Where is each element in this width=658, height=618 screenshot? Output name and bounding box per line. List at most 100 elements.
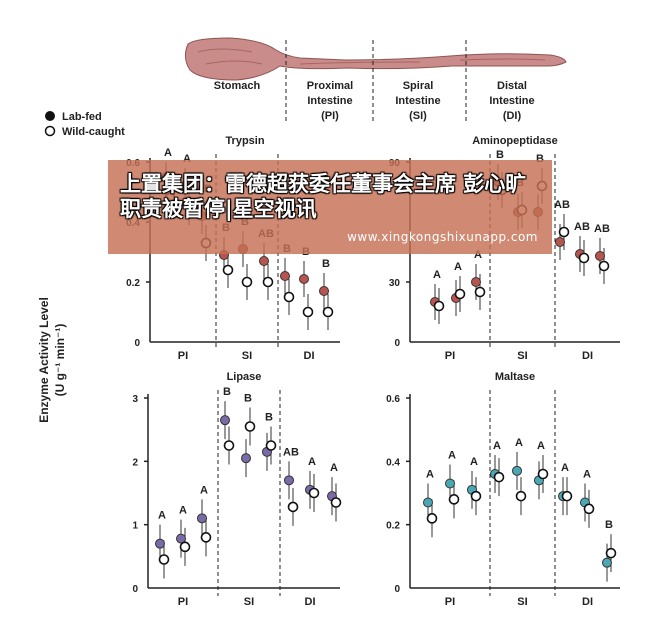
panel-title: Aminopeptidase [472,135,558,147]
data-point-wild [283,291,295,303]
data-point-wild [265,440,277,451]
data-point-wild [558,226,570,238]
data-point-wild [244,421,256,432]
x-tick-label: DI [582,596,593,608]
data-point-wild [262,276,274,288]
y-tick-label: 0.2 [126,278,140,289]
data-point-lab [280,271,290,281]
data-point-lab [471,277,481,287]
region-label-si-2: Intestine [395,95,440,107]
data-point-wild [448,494,460,505]
significance-letter: A [515,437,523,449]
data-point-lab [423,497,433,508]
x-tick-label: DI [305,596,316,608]
y-tick-label: 0 [394,584,400,595]
data-point-wild [454,288,466,300]
legend-marker-lab [45,111,55,121]
legend-label-lab: Lab-fed [62,111,102,123]
region-label-di-1: Distal [497,80,527,92]
significance-letter: A [474,249,482,261]
data-point-wild [605,547,617,559]
data-point-wild [200,532,212,543]
significance-letter: A [561,462,569,474]
significance-letter: AB [594,223,610,235]
panel-title: Maltase [495,371,535,383]
x-tick-label: PI [445,596,455,608]
data-point-wild [433,300,445,312]
significance-letter: A [330,462,338,474]
significance-letter: B [605,519,613,531]
data-point-wild [561,490,573,502]
significance-letter: A [493,440,501,452]
data-point-wild [223,440,235,451]
data-point-wild [222,264,234,276]
data-point-wild [308,487,320,499]
significance-letter: A [433,269,441,281]
data-point-lab [284,475,294,486]
y-axis-label-line1: Enzyme Activity Level [37,297,51,423]
y-tick-label: 30 [389,278,401,289]
significance-letter: A [179,505,187,517]
data-point-wild [537,468,549,480]
data-point-lab [197,513,207,524]
panel-title: Trypsin [225,135,264,147]
data-point-lab [241,453,251,464]
news-banner-overlay[interactable]: 上置集团：雷德超获委任董事会主席 彭心旷职责被暂停|星空视讯 www.xingk… [108,160,552,254]
significance-letter: A [183,153,191,165]
significance-letter: A [537,440,545,452]
data-point-lab [176,533,186,544]
significance-letter: A [164,147,172,159]
region-label-pi-1: Proximal [307,80,353,92]
data-point-wild [287,501,299,513]
y-tick-label: 0.4 [386,457,400,468]
data-point-wild [493,471,505,483]
y-tick-label: 1 [132,521,138,532]
y-axis-label-line2: (U g⁻¹ min⁻¹) [53,324,67,397]
x-tick-label: SI [517,350,527,362]
data-point-lab [259,256,269,266]
data-point-lab [602,557,612,568]
significance-letter: AB [554,199,570,211]
y-tick-label: 2 [132,457,138,468]
region-label-di-2: Intestine [489,95,534,107]
significance-letter: B [496,149,504,161]
region-label-pi-3: (PI) [321,110,339,122]
data-point-wild [158,554,170,565]
data-point-wild [470,490,482,502]
data-point-wild [330,497,342,508]
y-tick-label: 0.2 [386,521,400,532]
y-tick-label: 0.6 [386,394,400,405]
x-tick-label: SI [517,596,527,608]
x-tick-label: PI [178,350,188,362]
data-point-lab [319,286,329,296]
banner-title: 上置集团：雷德超获委任董事会主席 彭心旷职责被暂停|星空视讯 [120,172,527,221]
region-label-si-1: Spiral [403,80,434,92]
data-point-wild [241,276,253,288]
y-tick-label: 0 [134,338,140,349]
data-point-lab [595,251,605,261]
x-tick-label: PI [178,596,188,608]
banner-url[interactable]: www.xingkongshixunapp.com [347,230,538,244]
data-point-wild [578,252,590,264]
x-tick-label: SI [244,596,254,608]
x-tick-label: PI [445,350,455,362]
x-tick-label: SI [242,350,252,362]
significance-letter: A [470,456,478,468]
significance-letter: A [308,456,316,468]
x-tick-label: DI [304,350,315,362]
region-label-pi-2: Intestine [307,95,352,107]
significance-letter: B [322,258,330,270]
data-point-wild [322,306,334,318]
data-point-wild [598,260,610,272]
significance-letter: A [426,469,434,481]
region-label-stomach: Stomach [214,80,261,92]
significance-letter: B [223,386,231,398]
significance-letter: A [158,510,166,522]
significance-letter: A [448,450,456,462]
significance-letter: AB [283,446,299,458]
significance-letter: B [265,412,273,424]
data-point-wild [474,286,486,298]
data-point-wild [515,490,527,502]
data-point-lab [220,415,230,426]
